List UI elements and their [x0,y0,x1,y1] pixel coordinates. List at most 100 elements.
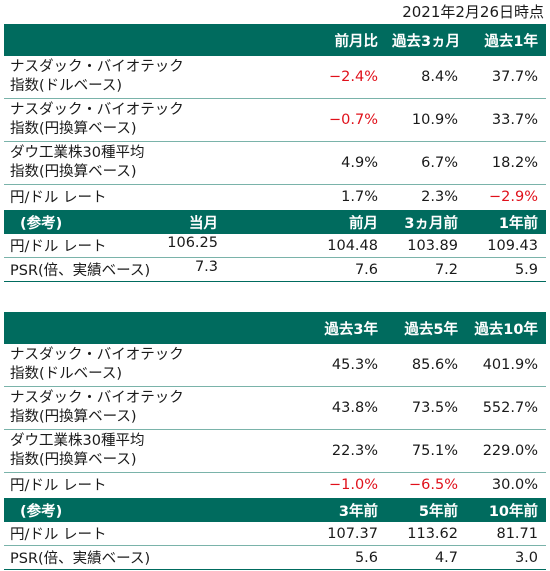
index-name: ナスダック・バイオテック 指数(ドルベース) [4,56,226,99]
index-name-line: ナスダック・バイオテック [10,347,184,363]
reference-value: 7.6 [226,257,386,282]
reference-period-header: 10年前 [466,496,546,522]
return-value: 37.7% [466,56,546,99]
reference-value: 103.89 [386,234,466,258]
index-name: ナスダック・バイオテック 指数(円換算ベース) [4,98,226,142]
period-header: 過去3年 [226,312,386,344]
index-name-line: 円/ドル レート [10,190,107,206]
return-value: 401.9% [466,344,546,387]
return-value: 8.4% [386,56,466,99]
reference-period-header: 当月 [189,215,218,232]
index-name-line: 指数(円換算ベース) [10,452,137,468]
index-row: ナスダック・バイオテック 指数(円換算ベース) −0.7% 10.9% 33.7% [4,98,546,142]
reference-label: (参考) [4,496,226,522]
header-corner [4,24,226,56]
index-name: ナスダック・バイオテック 指数(ドルベース) [4,344,226,387]
return-value: 22.3% [226,429,386,473]
index-row: ナスダック・バイオテック 指数(円換算ベース) 43.8% 73.5% 552.7% [4,386,546,430]
reference-value: 5.6 [226,545,386,570]
reference-row-label: 円/ドル レート 106.25 [4,234,226,258]
reference-period-header: 3年前 [226,496,386,522]
index-name-line: 指数(ドルベース) [10,366,123,382]
return-value: −2.9% [466,184,546,210]
reference-value: 109.43 [466,234,546,258]
return-value: −0.7% [226,98,386,142]
reference-value: 113.62 [386,522,466,546]
index-name-line: ナスダック・バイオテック [10,390,184,406]
reference-row-label: PSR(倍、実績ベース) [4,545,226,570]
index-name-line: 指数(ドルベース) [10,78,123,94]
performance-table-short-term: 前月比 過去3ヵ月 過去1年 ナスダック・バイオテック 指数(ドルベース) −2.4% 8.… [4,24,546,282]
return-value: 4.9% [226,141,386,185]
index-row: ダウ工業株30種平均 指数(円換算ベース) 22.3% 75.1% 229.0% [4,429,546,473]
reference-row: PSR(倍、実績ベース) 7.3 7.6 7.2 5.9 [4,257,546,282]
return-value: 75.1% [386,429,466,473]
return-value: 229.0% [466,429,546,473]
period-header: 前月比 [226,24,386,56]
header-corner [4,312,226,344]
period-header: 過去3ヵ月 [386,24,466,56]
reference-value: 3.0 [466,545,546,570]
period-header: 過去10年 [466,312,546,344]
index-row: ダウ工業株30種平均 指数(円換算ベース) 4.9% 6.7% 18.2% [4,141,546,185]
reference-period-header: 1年前 [466,208,546,234]
return-value: 33.7% [466,98,546,142]
return-value: 1.7% [226,184,386,210]
header-row: 前月比 過去3ヵ月 過去1年 [4,24,546,56]
return-value: 552.7% [466,386,546,430]
reference-value: 81.71 [466,522,546,546]
index-name: 円/ドル レート [4,472,226,498]
reference-row: 円/ドル レート 107.37 113.62 81.71 [4,522,546,546]
index-name: ダウ工業株30種平均 指数(円換算ベース) [4,141,226,185]
reference-period-header: 5年前 [386,496,466,522]
return-value: −2.4% [226,56,386,99]
reference-row-label: PSR(倍、実績ベース) 7.3 [4,257,226,282]
reference-value: 5.9 [466,257,546,282]
reference-row: PSR(倍、実績ベース) 5.6 4.7 3.0 [4,545,546,570]
reference-label: (参考) 当月 [4,208,226,234]
index-name-line: 指数(円換算ベース) [10,409,137,425]
header-row: 過去3年 過去5年 過去10年 [4,312,546,344]
return-value: 6.7% [386,141,466,185]
index-name-line: 円/ドル レート [10,478,107,494]
reference-period-header: 前月 [226,208,386,234]
reference-value: 7.2 [386,257,466,282]
reference-header-row: (参考) 当月 前月 3ヵ月前 1年前 [4,208,546,234]
index-name-line: ダウ工業株30種平均 [10,433,145,449]
reference-row-label: 円/ドル レート [4,522,226,546]
reference-row: 円/ドル レート 106.25 104.48 103.89 109.43 [4,234,546,258]
reference-row-label-text: PSR(倍、実績ベース) [10,263,151,279]
index-row: ナスダック・バイオテック 指数(ドルベース) −2.4% 8.4% 37.7% [4,56,546,99]
return-value: 45.3% [226,344,386,387]
return-value: 18.2% [466,141,546,185]
performance-table-long-term: 過去3年 過去5年 過去10年 ナスダック・バイオテック 指数(ドルベース) 45.3% 8… [4,312,546,570]
reference-value: 7.3 [194,259,218,275]
return-value: 73.5% [386,386,466,430]
as-of-date: 2021年2月26日時点 [402,3,544,21]
index-name-line: 指数(円換算ベース) [10,121,137,137]
reference-value: 107.37 [226,522,386,546]
index-name: 円/ドル レート [4,184,226,210]
return-value: −6.5% [386,472,466,498]
index-row: 円/ドル レート −1.0% −6.5% 30.0% [4,472,546,498]
reference-value: 104.48 [226,234,386,258]
period-header: 過去1年 [466,24,546,56]
return-value: −1.0% [226,472,386,498]
return-value: 2.3% [386,184,466,210]
reference-value: 4.7 [386,545,466,570]
index-name-line: ナスダック・バイオテック [10,102,184,118]
reference-period-header: 3ヵ月前 [386,208,466,234]
reference-header-row: (参考) 3年前 5年前 10年前 [4,496,546,522]
index-name-line: ダウ工業株30種平均 [10,145,145,161]
return-value: 10.9% [386,98,466,142]
index-row: 円/ドル レート 1.7% 2.3% −2.9% [4,184,546,210]
index-name-line: 指数(円換算ベース) [10,164,137,180]
period-header: 過去5年 [386,312,466,344]
index-name: ダウ工業株30種平均 指数(円換算ベース) [4,429,226,473]
return-value: 85.6% [386,344,466,387]
return-value: 43.8% [226,386,386,430]
reference-value: 106.25 [167,235,218,251]
return-value: 30.0% [466,472,546,498]
reference-row-label-text: 円/ドル レート [10,239,107,255]
index-row: ナスダック・バイオテック 指数(ドルベース) 45.3% 85.6% 401.9% [4,344,546,387]
